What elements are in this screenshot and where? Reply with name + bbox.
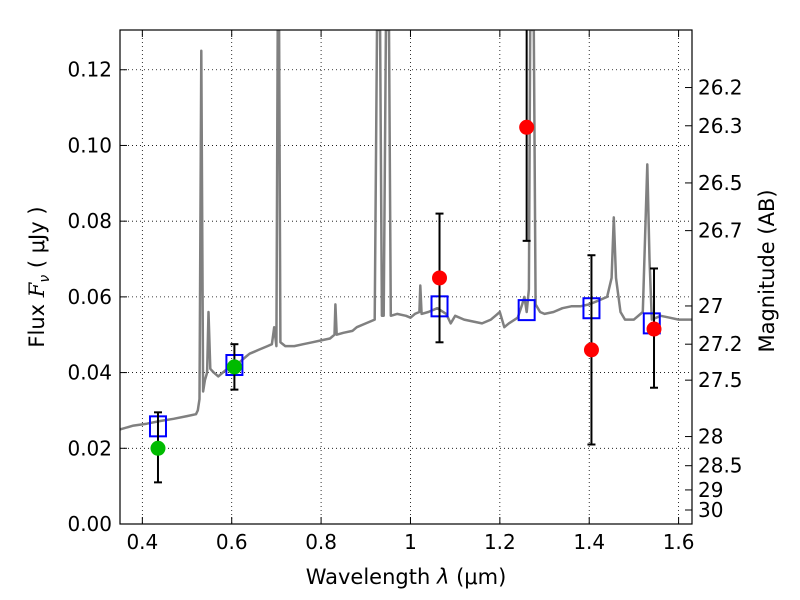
observed-point: [226, 359, 242, 375]
y-tick-label: 0.10: [67, 133, 112, 157]
y2-axis-label: Magnitude (AB): [755, 189, 779, 352]
x-tick-label: 1: [404, 530, 417, 554]
plot-area: [120, 30, 692, 484]
y2-tick-label: 30: [698, 498, 723, 522]
axes-frame: [119, 29, 693, 525]
x-tick-label: 0.4: [126, 530, 158, 554]
y2-tick-label: 26.2: [698, 76, 743, 100]
y-tick-label: 0.12: [67, 58, 112, 82]
y2-tick-label: 27: [698, 294, 723, 318]
y2-tick-label: 27.2: [698, 332, 743, 356]
x-tick-label: 1.2: [484, 530, 516, 554]
y-tick-label: 0.08: [67, 209, 112, 233]
y2-tick-label: 29: [698, 478, 723, 502]
y2-tick-label: 28: [698, 425, 723, 449]
y2-tick-label: 28.5: [698, 454, 743, 478]
observed-point: [150, 440, 166, 456]
model-photometry-square: [517, 299, 536, 322]
y2-tick-label: 26.3: [698, 114, 743, 138]
y-tick-label: 0.02: [67, 436, 112, 460]
y-tick-label: 0.06: [67, 285, 112, 309]
observed-point: [646, 321, 662, 337]
x-tick-label: 1.4: [573, 530, 605, 554]
x-axis-label: Wavelength λ (μm): [306, 565, 507, 589]
x-tick-label: 0.6: [216, 530, 248, 554]
grid: [120, 30, 692, 525]
y2-tick-label: 27.5: [698, 368, 743, 392]
y2-tick-label: 26.5: [698, 171, 743, 195]
y-tick-label: 0.04: [67, 361, 112, 385]
y-axis-label: Flux Fν ( μJy ): [25, 206, 53, 347]
sed-model-line: [120, 30, 692, 431]
y2-tick-label: 26.7: [698, 219, 743, 243]
observed-point: [519, 119, 535, 135]
x-tick-label: 0.8: [305, 530, 337, 554]
y-tick-label: 0.00: [67, 512, 112, 536]
observed-point: [432, 270, 448, 286]
x-tick-label: 1.6: [663, 530, 695, 554]
ticks: 0.4 0.6 0.8 1 1.2 1.4 1.6 0.00 0.02 0.04 0.06 0.08 0…: [67, 30, 743, 554]
observed-point: [583, 342, 599, 358]
